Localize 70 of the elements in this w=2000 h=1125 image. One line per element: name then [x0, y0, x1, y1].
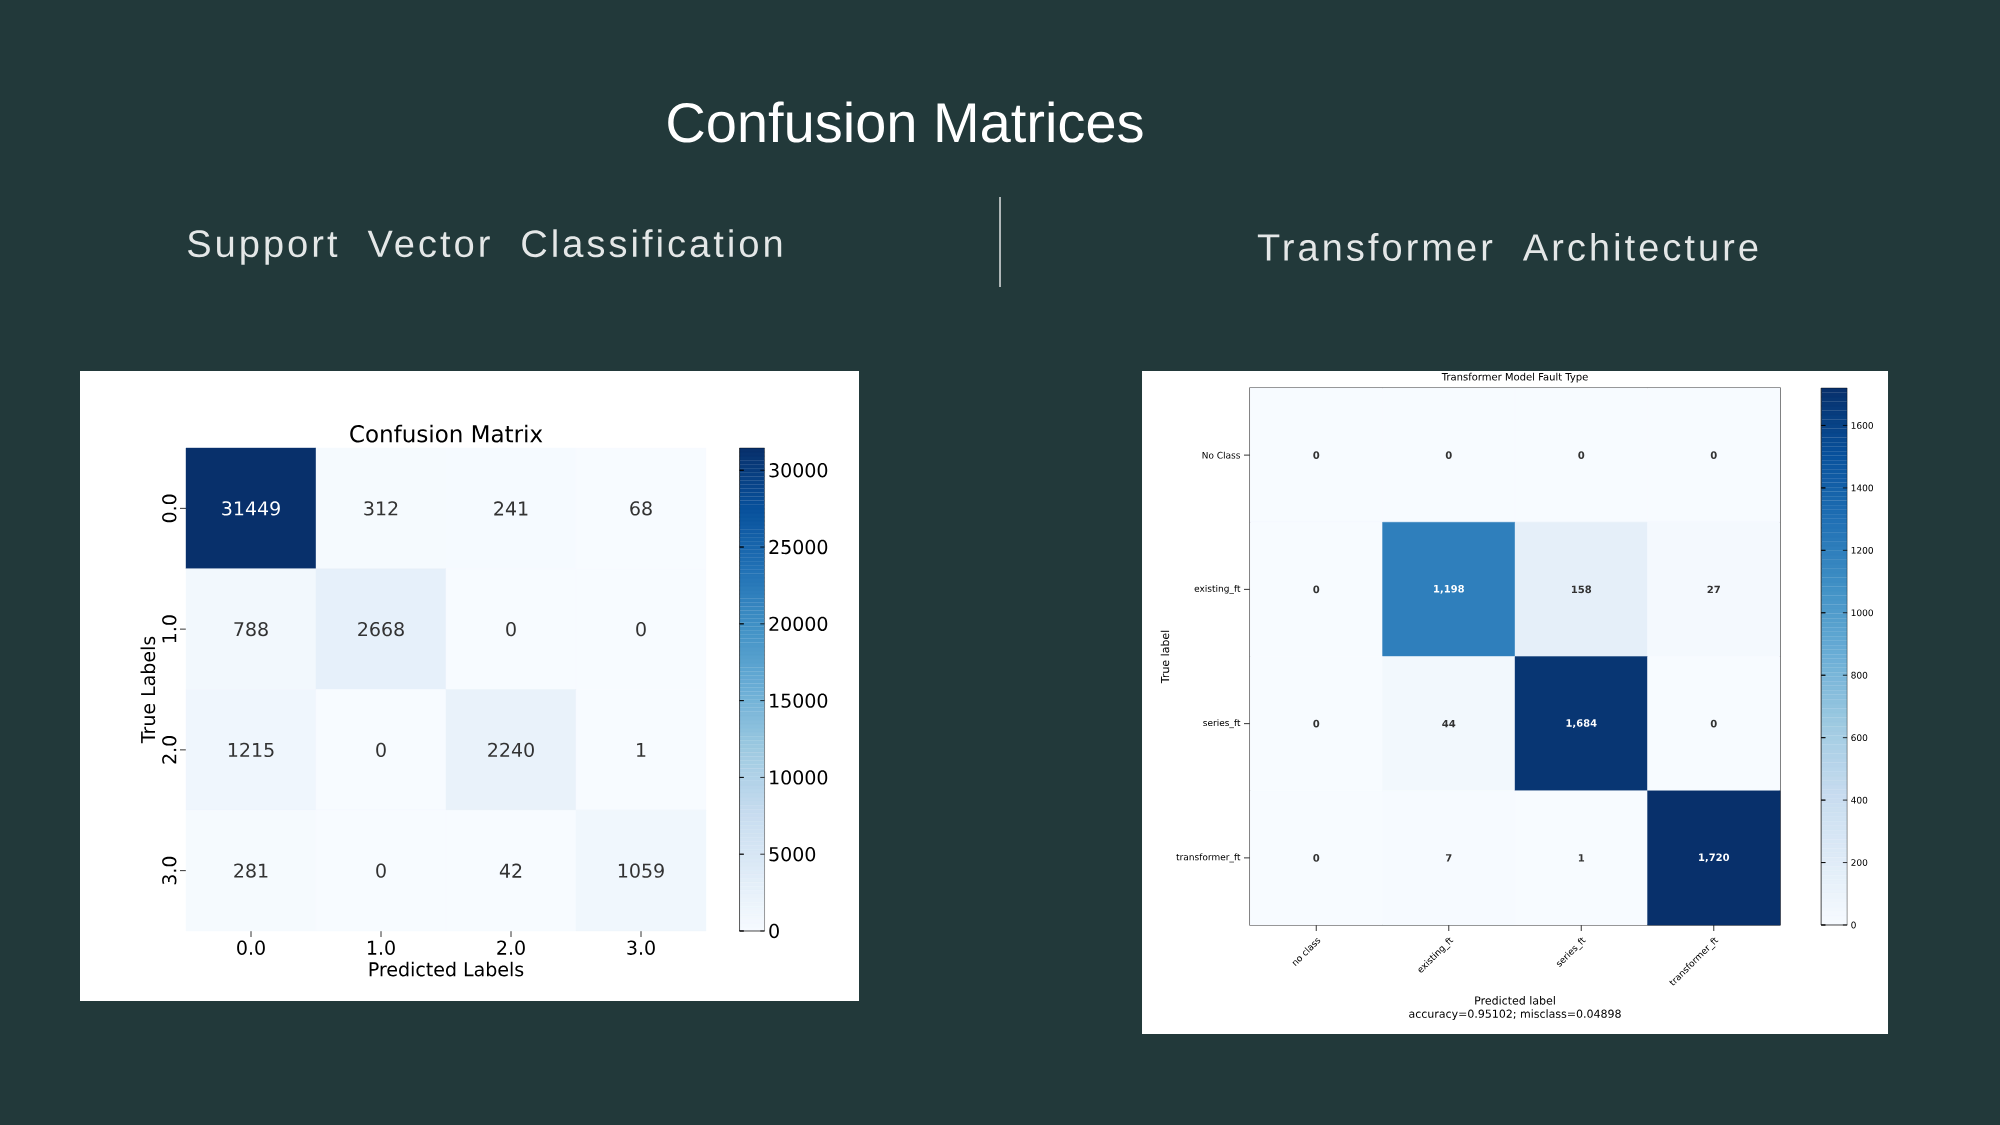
color-bar-label: 400: [1851, 796, 1868, 804]
color-bar-label: 800: [1851, 671, 1868, 679]
data-label: 0: [376, 742, 386, 758]
color-bar-label: 1200: [1851, 546, 1873, 554]
color-bar-label: 25000: [769, 539, 828, 555]
chart-title: Transformer Model Fault Type: [1441, 372, 1588, 383]
color-bar-label: 10000: [770, 770, 828, 785]
data-label: 68: [630, 501, 652, 516]
data-label: 0: [1445, 451, 1452, 459]
y-tick-label: No Class: [1202, 451, 1241, 459]
data-label: 0: [636, 621, 646, 637]
data-label: 1: [637, 742, 646, 757]
data-label: 31449: [222, 501, 280, 516]
y-axis-title: True Labels: [140, 636, 156, 744]
data-label: 2668: [358, 621, 404, 637]
data-label: 0: [1710, 719, 1717, 728]
chart-subtitle: Transformer Architecture: [1257, 233, 1758, 261]
data-label: 1,684: [1566, 719, 1597, 729]
x-tick-label: 3.0: [627, 940, 655, 955]
color-bar-label: 0: [769, 923, 779, 939]
y-tick-label: 2.0: [162, 736, 177, 764]
data-label: 0: [506, 621, 516, 637]
data-label: 1059: [618, 863, 664, 878]
color-bar-label: 1400: [1851, 484, 1873, 492]
data-label: 44: [1442, 719, 1456, 728]
x-axis-title: Predicted label: [1475, 996, 1555, 1005]
color-bar-label: 20000: [769, 616, 828, 632]
data-label: 788: [234, 621, 268, 637]
y-tick-label: 1.0: [162, 615, 177, 643]
y-axis-title: True label: [1160, 630, 1170, 684]
color-bar-label: 5000: [769, 847, 816, 862]
data-label: 0: [1313, 854, 1320, 862]
data-label: 2240: [488, 742, 534, 758]
y-tick-label: existing_ft: [1194, 584, 1241, 594]
data-label: 1215: [228, 742, 274, 758]
data-label: 27: [1707, 585, 1720, 594]
data-label: 312: [364, 501, 398, 516]
color-bar-label: 30000: [769, 463, 828, 478]
y-tick-label: transformer_ft: [1176, 853, 1241, 863]
data-label: 1: [1578, 854, 1585, 862]
data-label: 0: [1313, 719, 1320, 728]
text: Confusion Matrices: [668, 101, 1143, 143]
data-label: 0: [376, 863, 386, 878]
color-bar-label: 0: [1851, 921, 1856, 929]
data-label: 158: [1571, 585, 1592, 594]
data-label: 0: [1313, 585, 1320, 594]
color-bar-label: 200: [1851, 859, 1868, 866]
y-tick-label: series_ft: [1203, 719, 1241, 729]
data-label: 0: [1710, 451, 1717, 459]
data-label: 0: [1313, 451, 1320, 459]
data-label: 42: [499, 863, 522, 878]
color-bar-label: 15000: [770, 693, 828, 708]
x-tick-label: 0.0: [237, 940, 265, 955]
x-tick-label: 1.0: [367, 940, 395, 955]
text: accuracy=0.95102; misclass=0.04898: [1409, 1009, 1621, 1021]
data-label: 0: [1578, 451, 1585, 459]
chart-title: Confusion Matrix: [350, 424, 543, 443]
data-label: 241: [494, 501, 528, 516]
data-label: 1,198: [1434, 584, 1464, 594]
color-bar-label: 1000: [1851, 609, 1873, 617]
x-axis-title: Predicted Labels: [369, 961, 524, 977]
data-label: 281: [234, 863, 268, 878]
data-label: 7: [1445, 854, 1452, 862]
color-bar-label: 600: [1851, 734, 1868, 742]
y-tick-label: 0.0: [162, 494, 177, 523]
y-tick-label: 3.0: [162, 856, 177, 885]
x-tick-label: 2.0: [497, 940, 525, 955]
data-label: 1,720: [1699, 853, 1730, 863]
color-bar-label: 1600: [1851, 422, 1873, 429]
chart-subtitle: Support Vector Classification: [187, 229, 782, 265]
